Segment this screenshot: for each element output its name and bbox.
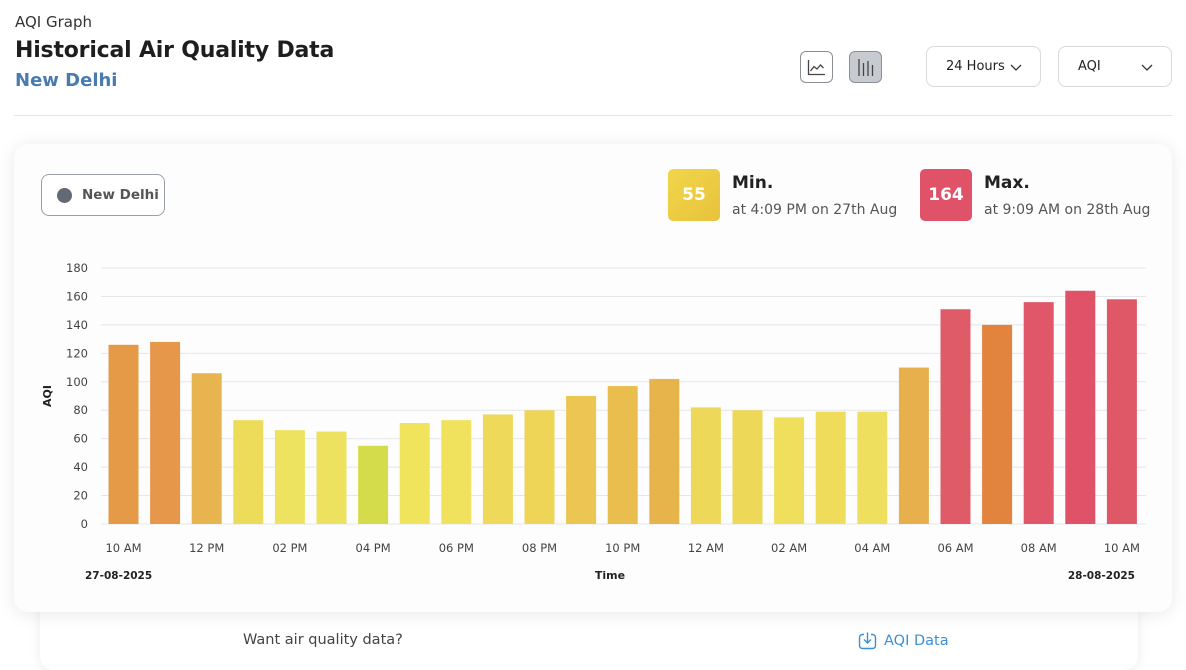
y-tick-label: 160 [66, 289, 88, 303]
aqi-bar[interactable] [815, 411, 846, 524]
x-tick-label: 10 PM [605, 541, 640, 555]
page-title: Historical Air Quality Data [15, 38, 335, 63]
y-tick-label: 0 [81, 517, 88, 531]
aqi-bar[interactable] [649, 378, 680, 524]
chevron-down-icon [1141, 64, 1153, 71]
aqi-bar[interactable] [233, 420, 264, 524]
aqi-bar[interactable] [1106, 299, 1137, 524]
aqi-bar[interactable] [358, 445, 389, 524]
bar-chart-toggle[interactable] [849, 51, 882, 83]
aqi-bar[interactable] [274, 430, 305, 524]
legend-item-new-delhi[interactable]: New Delhi [41, 174, 165, 216]
end-date-label: 28-08-2025 [1068, 570, 1135, 582]
aqi-bar[interactable] [441, 420, 472, 524]
metric-select[interactable]: AQI [1058, 46, 1172, 87]
x-tick-label: 10 AM [105, 541, 141, 555]
aqi-bar[interactable] [982, 324, 1013, 524]
y-tick-label: 60 [73, 432, 88, 446]
header-eyebrow: AQI Graph [15, 13, 93, 31]
line-chart-icon [807, 59, 825, 75]
min-value-badge: 55 [668, 169, 720, 221]
x-tick-label: 06 AM [937, 541, 973, 555]
aqi-bar[interactable] [857, 411, 888, 524]
time-range-select[interactable]: 24 Hours [926, 46, 1041, 87]
aqi-data-link[interactable]: AQI Data [858, 631, 949, 650]
x-tick-label: 08 AM [1021, 541, 1057, 555]
aqi-bar[interactable] [108, 344, 139, 524]
max-value-badge: 164 [920, 169, 972, 221]
aqi-bar[interactable] [399, 423, 430, 524]
y-tick-label: 80 [73, 403, 88, 417]
y-tick-label: 40 [73, 460, 88, 474]
footer-prompt: Want air quality data? [243, 632, 403, 648]
x-tick-label: 04 AM [854, 541, 890, 555]
min-timestamp: at 4:09 PM on 27th Aug [732, 202, 898, 218]
metric-value: AQI [1078, 59, 1101, 74]
aqi-bar[interactable] [940, 309, 971, 524]
y-tick-label: 100 [66, 375, 88, 389]
x-tick-label: 12 PM [189, 541, 224, 555]
aqi-bar[interactable] [150, 341, 181, 524]
aqi-bar[interactable] [191, 373, 222, 524]
x-tick-label: 02 AM [771, 541, 807, 555]
bar-chart-icon [858, 59, 874, 76]
aqi-bar[interactable] [732, 410, 763, 524]
chevron-down-icon [1010, 64, 1022, 71]
legend-dot [57, 187, 72, 203]
x-tick-label: 02 PM [272, 541, 307, 555]
x-tick-label: 10 AM [1104, 541, 1140, 555]
y-tick-label: 180 [66, 261, 88, 275]
y-tick-label: 20 [73, 489, 88, 503]
aqi-bar[interactable] [774, 417, 805, 524]
max-label: Max. [984, 173, 1030, 193]
x-tick-label: 04 PM [356, 541, 391, 555]
download-icon [858, 632, 877, 650]
x-tick-label: 12 AM [688, 541, 724, 555]
y-tick-label: 120 [66, 346, 88, 360]
line-chart-toggle[interactable] [800, 51, 833, 83]
aqi-bar[interactable] [524, 410, 555, 524]
start-date-label: 27-08-2025 [85, 570, 152, 582]
aqi-bar[interactable] [607, 386, 638, 524]
x-axis-title: Time [595, 569, 625, 582]
aqi-bar[interactable] [482, 414, 513, 524]
max-timestamp: at 9:09 AM on 28th Aug [984, 202, 1151, 218]
chart-card: New Delhi 55 Min. at 4:09 PM on 27th Aug… [14, 144, 1172, 612]
aqi-bar[interactable] [1065, 290, 1096, 524]
aqi-bar[interactable] [316, 431, 347, 524]
y-tick-label: 140 [66, 318, 88, 332]
x-tick-label: 06 PM [439, 541, 474, 555]
aqi-bar-chart: 0 20 40 60 80 100 120 140 160 180 10 AM 12 PM 02 PM 0… [41, 261, 1146, 582]
legend-label: New Delhi [82, 187, 159, 203]
aqi-bar[interactable] [1023, 302, 1054, 524]
y-axis-title: AQI [41, 385, 54, 407]
aqi-bar[interactable] [566, 396, 597, 524]
city-name: New Delhi [15, 70, 118, 91]
time-range-value: 24 Hours [946, 59, 1005, 74]
min-label: Min. [732, 173, 774, 193]
aqi-bar[interactable] [898, 367, 929, 524]
x-tick-label: 08 PM [522, 541, 557, 555]
aqi-bar[interactable] [690, 407, 721, 524]
aqi-data-link-label: AQI Data [884, 632, 949, 649]
header-divider [14, 115, 1172, 116]
